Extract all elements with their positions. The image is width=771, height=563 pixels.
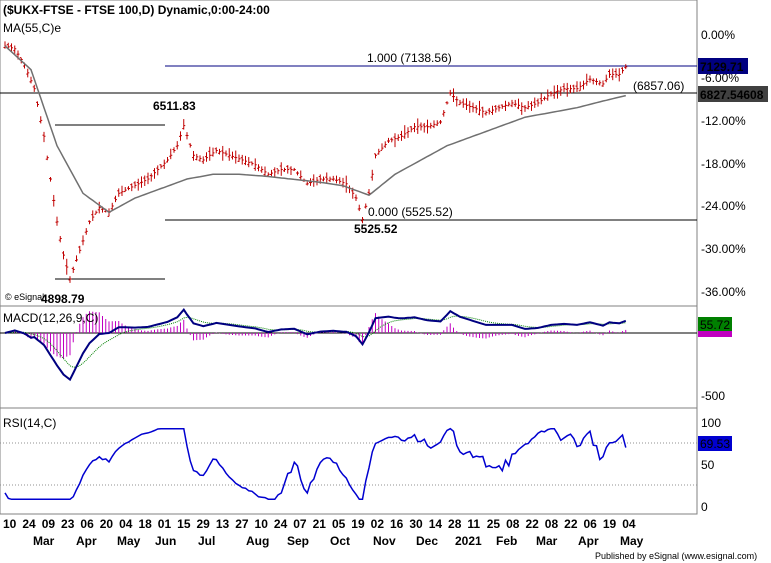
x-tick-month: Jun (155, 534, 176, 548)
x-tick-month: Apr (76, 534, 97, 548)
annotation-5525: 5525.52 (354, 222, 398, 236)
ma-line (4, 45, 626, 214)
x-tick-date: 09 (42, 517, 56, 531)
x-tick-date: 10 (255, 517, 269, 531)
x-tick-date: 10 (3, 517, 17, 531)
chart-title: ($UKX-FTSE - FTSE 100,D) Dynamic,0:00-24… (3, 3, 270, 17)
x-tick-date: 01 (158, 517, 172, 531)
price-axis: 0.00% -6.00% -12.00% -18.00% -24.00% -30… (701, 28, 746, 299)
x-tick-date: 02 (371, 517, 385, 531)
x-tick-date: 19 (351, 517, 365, 531)
x-axis: 10 24 09 23 06 20 04 18 01 15 29 13 27 10 24 07 21 05 19 02… (3, 517, 644, 548)
x-tick-month: May (117, 534, 141, 548)
footer-credit: Published by eSignal (www.esignal.com) (595, 551, 757, 561)
x-tick-date: 18 (138, 517, 152, 531)
annotation-4898: 4898.79 (41, 292, 85, 306)
annotation-fib-1000: 1.000 (7138.56) (367, 51, 452, 65)
x-tick-date: 29 (197, 517, 211, 531)
x-tick-month: Jul (198, 534, 215, 548)
macd-signal-line (4, 315, 626, 368)
x-tick-date: 22 (564, 517, 578, 531)
rsi-value: 69.53 (700, 437, 730, 451)
rsi-panel (0, 407, 698, 515)
x-tick-month: Apr (578, 534, 599, 548)
ma-label: MA(55,C)e (3, 21, 61, 35)
x-tick-date: 08 (506, 517, 520, 531)
x-tick-month: Sep (287, 534, 309, 548)
annotation-fib-0000: 0.000 (5525.52) (368, 205, 453, 219)
x-tick-month: Mar (33, 534, 55, 548)
x-tick-date: 25 (487, 517, 501, 531)
price-bars (3, 41, 628, 283)
last-price-tag (698, 58, 748, 74)
ma-value: 6827.54608 (700, 88, 764, 102)
x-tick-month: Oct (330, 534, 350, 548)
x-tick-date: 23 (61, 517, 75, 531)
x-tick-date: 16 (390, 517, 404, 531)
x-tick-month: Dec (416, 534, 438, 548)
x-tick-date: 21 (313, 517, 327, 531)
x-tick-date: 24 (22, 517, 36, 531)
x-tick-date: 30 (409, 517, 423, 531)
price-tick: -6.00% (701, 71, 739, 85)
x-tick-date: 05 (332, 517, 346, 531)
last-price-value: 7129.71 (700, 60, 744, 74)
x-tick-date: 19 (603, 517, 617, 531)
x-tick-month: Nov (373, 534, 396, 548)
macd-value-tag (698, 317, 732, 331)
rsi-tick: 50 (701, 458, 715, 472)
price-tick: 0.00% (701, 28, 735, 42)
price-tick: -24.00% (701, 199, 746, 213)
x-tick-date: 08 (545, 517, 559, 531)
price-tick: -30.00% (701, 242, 746, 256)
x-tick-date: 07 (293, 517, 307, 531)
x-tick-month: May (620, 534, 644, 548)
price-tick: -18.00% (701, 157, 746, 171)
macd-panel (0, 305, 698, 409)
rsi-tick: 0 (701, 500, 708, 514)
x-tick-date: 06 (80, 517, 94, 531)
annotation-6511: 6511.83 (153, 99, 196, 113)
x-tick-date: 11 (467, 517, 480, 531)
macd-hist-tag (698, 331, 732, 337)
x-tick-month: 2021 (455, 534, 482, 548)
x-tick-date: 13 (216, 517, 230, 531)
x-tick-date: 24 (274, 517, 288, 531)
x-tick-date: 20 (100, 517, 114, 531)
x-tick-month: Mar (536, 534, 558, 548)
x-tick-month: Aug (246, 534, 269, 548)
x-tick-date: 27 (235, 517, 249, 531)
x-tick-date: 04 (119, 517, 133, 531)
annotation-6857: (6857.06) (633, 79, 684, 93)
x-tick-date: 04 (622, 517, 636, 531)
x-tick-date: 22 (525, 517, 539, 531)
macd-line (4, 308, 627, 382)
rsi-line (4, 427, 627, 501)
x-tick-date: 06 (584, 517, 598, 531)
x-tick-date: 15 (177, 517, 191, 531)
esignal-watermark: © eSignal (5, 292, 44, 302)
x-tick-date: 14 (429, 517, 443, 531)
price-panel (0, 0, 698, 307)
rsi-tick: 100 (701, 416, 721, 430)
x-tick-month: Feb (496, 534, 517, 548)
price-tick: -36.00% (701, 285, 746, 299)
rsi-value-tag (698, 436, 732, 451)
macd-label: MACD(12,26,9,C) (3, 311, 98, 325)
macd-value: 55.72 (700, 318, 730, 332)
macd-tick: -500 (701, 389, 725, 403)
x-tick-date: 28 (448, 517, 462, 531)
price-tick: -12.00% (701, 114, 746, 128)
ma-value-tag (698, 86, 768, 102)
rsi-label: RSI(14,C) (3, 416, 56, 430)
